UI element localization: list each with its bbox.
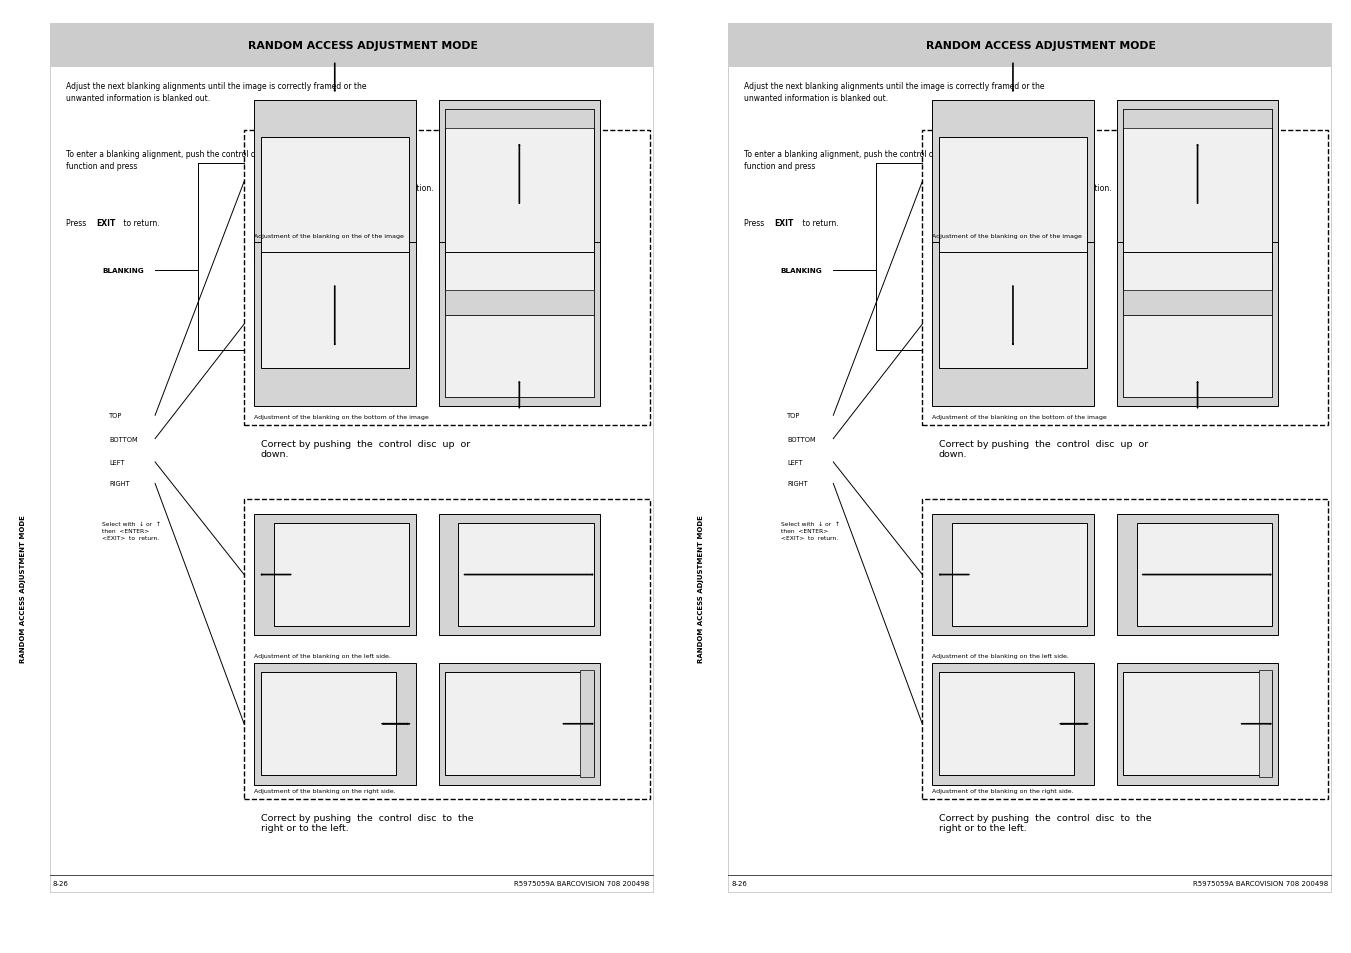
Bar [446,291,593,315]
Text: RANDOM ACCESS ADJUSTMENT MODE: RANDOM ACCESS ADJUSTMENT MODE [698,515,704,662]
Bar [1124,253,1271,397]
Bar [254,243,416,406]
Bar [245,131,650,425]
Text: Adjustment of the blanking on the of the image: Adjustment of the blanking on the of the… [932,233,1082,238]
Bar [446,673,593,776]
Bar [932,515,1094,636]
Text: Correct by pushing  the  control  disc  up  or
down.: Correct by pushing the control disc up o… [939,439,1148,458]
Bar [939,138,1088,254]
Bar [261,673,396,776]
Text: Correct by pushing  the  control  disc  to  the
right or to the left.: Correct by pushing the control disc to t… [939,813,1151,832]
Text: 8-26: 8-26 [731,880,747,886]
Bar [1259,671,1271,778]
Bar [1117,101,1278,264]
Text: RANDOM ACCESS ADJUSTMENT MODE: RANDOM ACCESS ADJUSTMENT MODE [20,515,26,662]
Text: ENTER: ENTER [985,184,1013,193]
Text: Adjustment of the blanking on the left side.: Adjustment of the blanking on the left s… [932,654,1069,659]
Bar [932,101,1094,264]
Bar [254,101,416,264]
Bar [261,138,409,254]
Text: R5975059A BARCOVISION 708 200498: R5975059A BARCOVISION 708 200498 [1193,880,1328,886]
Bar [581,671,593,778]
Bar [1117,515,1278,636]
Text: to activate this function.: to activate this function. [1015,184,1112,193]
Bar [274,523,409,626]
Bar [439,243,600,406]
Bar [50,24,653,69]
Text: LEFT: LEFT [788,459,802,465]
Text: LEFT: LEFT [109,459,124,465]
Bar [261,253,409,369]
Bar [939,253,1088,369]
Bar [939,673,1074,776]
Text: TOP: TOP [788,413,801,418]
Text: Adjustment of the blanking on the bottom of the image: Adjustment of the blanking on the bottom… [932,415,1106,419]
Bar [1124,291,1271,315]
Bar [245,499,650,799]
Text: R5975059A BARCOVISION 708 200498: R5975059A BARCOVISION 708 200498 [515,880,650,886]
Text: ENTER: ENTER [307,184,335,193]
Text: Adjustment of the blanking on the right side.: Adjustment of the blanking on the right … [254,788,396,793]
Text: BLANKING: BLANKING [781,268,823,274]
Text: Press: Press [744,219,767,228]
Text: EXIT: EXIT [774,219,794,228]
Bar [1124,110,1271,254]
Text: to activate this function.: to activate this function. [336,184,434,193]
Text: TOP: TOP [109,413,123,418]
Bar [932,663,1094,784]
Bar [1136,523,1271,626]
Text: To enter a blanking alignment, push the control disc up or down to highlight a
f: To enter a blanking alignment, push the … [744,150,1044,171]
Text: EXIT: EXIT [96,219,116,228]
Bar [446,253,593,397]
Bar [932,243,1094,406]
Text: Correct by pushing  the  control  disc  to  the
right or to the left.: Correct by pushing the control disc to t… [261,813,473,832]
Bar [1117,663,1278,784]
Bar [446,315,593,397]
Bar [952,523,1088,626]
Bar [446,110,593,254]
Bar [923,131,1328,425]
Text: RANDOM ACCESS ADJUSTMENT MODE: RANDOM ACCESS ADJUSTMENT MODE [247,41,478,51]
Text: Adjustment of the blanking on the right side.: Adjustment of the blanking on the right … [932,788,1074,793]
Text: Adjust the next blanking alignments until the image is correctly framed or the
u: Adjust the next blanking alignments unti… [66,82,366,103]
Bar [1117,243,1278,406]
Text: Correct by pushing  the  control  disc  up  or
down.: Correct by pushing the control disc up o… [261,439,470,458]
Bar [1124,110,1271,129]
Text: Press: Press [66,219,89,228]
Text: 8-26: 8-26 [53,880,69,886]
Text: Select with  ↓ or  ↑
then  <ENTER>
<EXIT>  to  return.: Select with ↓ or ↑ then <ENTER> <EXIT> t… [781,521,839,540]
Bar [1124,315,1271,397]
Bar [458,523,593,626]
Bar [728,24,1331,69]
Text: BLANKING: BLANKING [103,268,145,274]
Text: Adjustment of the blanking on the left side.: Adjustment of the blanking on the left s… [254,654,390,659]
Bar [1124,673,1271,776]
Text: BOTTOM: BOTTOM [788,436,816,442]
Text: Adjustment of the blanking on the of the image: Adjustment of the blanking on the of the… [254,233,404,238]
Text: BOTTOM: BOTTOM [109,436,138,442]
Bar [439,101,600,264]
Text: to return.: to return. [122,219,161,228]
Text: Adjustment of the blanking on the bottom of the image: Adjustment of the blanking on the bottom… [254,415,428,419]
Bar [923,499,1328,799]
Text: to return.: to return. [800,219,839,228]
Text: Select with  ↓ or  ↑
then  <ENTER>
<EXIT>  to  return.: Select with ↓ or ↑ then <ENTER> <EXIT> t… [103,521,161,540]
Text: Adjust the next blanking alignments until the image is correctly framed or the
u: Adjust the next blanking alignments unti… [744,82,1044,103]
Text: To enter a blanking alignment, push the control disc up or down to highlight a
f: To enter a blanking alignment, push the … [66,150,366,171]
Bar [254,663,416,784]
Bar [254,515,416,636]
Text: RIGHT: RIGHT [109,481,130,487]
Text: RIGHT: RIGHT [788,481,808,487]
Bar [439,663,600,784]
Text: RANDOM ACCESS ADJUSTMENT MODE: RANDOM ACCESS ADJUSTMENT MODE [925,41,1156,51]
Bar [439,515,600,636]
Bar [446,110,593,129]
